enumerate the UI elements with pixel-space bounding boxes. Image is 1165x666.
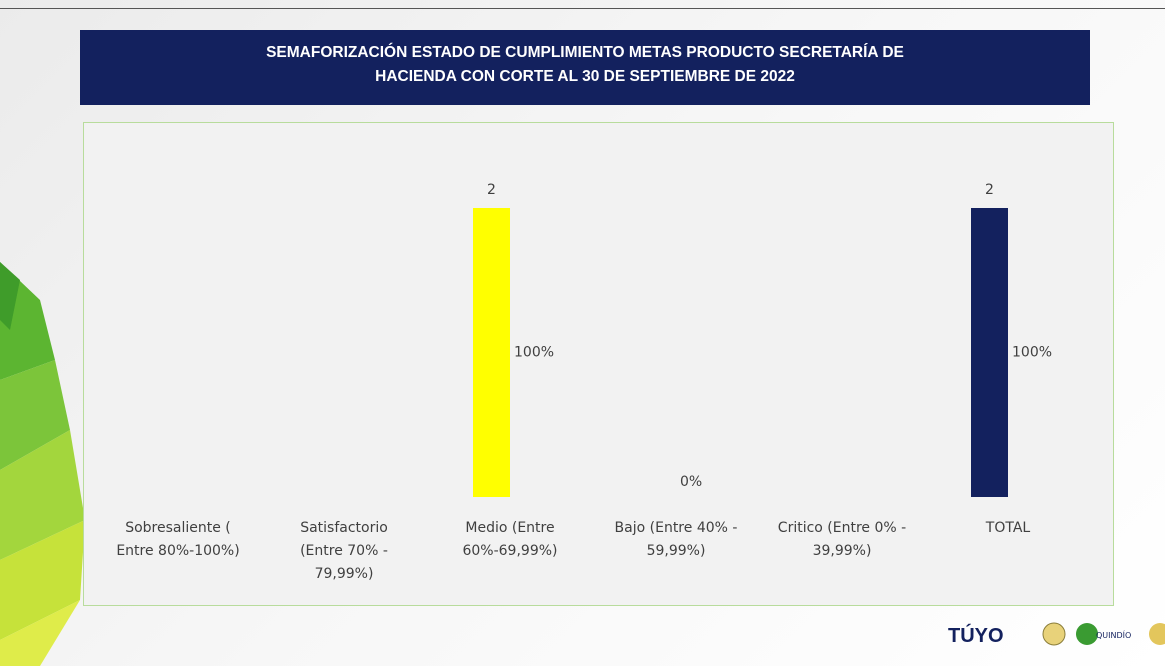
logo-text: QUINDÍO [1096,629,1131,640]
logo-seal [1149,623,1165,645]
percentage-label: 100% [514,345,554,361]
chart-frame [83,122,1114,606]
title-bar [80,30,1090,105]
bar [473,208,510,497]
x-tick-label: TOTAL [985,520,1031,536]
x-tick-label: Sobresaliente ( [125,520,231,536]
logo-text: TÚYO [948,623,1004,647]
chart-title: SEMAFORIZACIÓN ESTADO DE CUMPLIMIENTO ME… [266,43,904,61]
leaf-decoration [0,262,85,666]
value-label: 2 [985,182,994,198]
logos: TÚYO QUINDÍO [948,622,1165,647]
x-tick-label: 59,99%) [647,543,706,559]
x-tick-label: Critico (Entre 0% - [778,520,906,536]
logo-seal [1042,622,1066,646]
x-tick-label: Medio (Entre [465,520,554,536]
value-label: 2 [487,182,496,198]
x-tick-label: (Entre 70% - [300,543,388,559]
x-tick-label: 39,99%) [813,543,872,559]
percentage-label: 100% [1012,345,1052,361]
x-tick-label: Satisfactorio [300,520,388,536]
bar [971,208,1008,497]
x-tick-label: Bajo (Entre 40% - [615,520,738,536]
x-tick-label: 60%-69,99%) [462,543,557,559]
x-tick-label: 79,99%) [315,566,374,582]
percentage-label: 0% [680,474,702,490]
logo-mark [1076,623,1098,645]
chart-title: HACIENDA CON CORTE AL 30 DE SEPTIEMBRE D… [375,68,795,85]
x-tick-label: Entre 80%-100%) [116,543,239,559]
